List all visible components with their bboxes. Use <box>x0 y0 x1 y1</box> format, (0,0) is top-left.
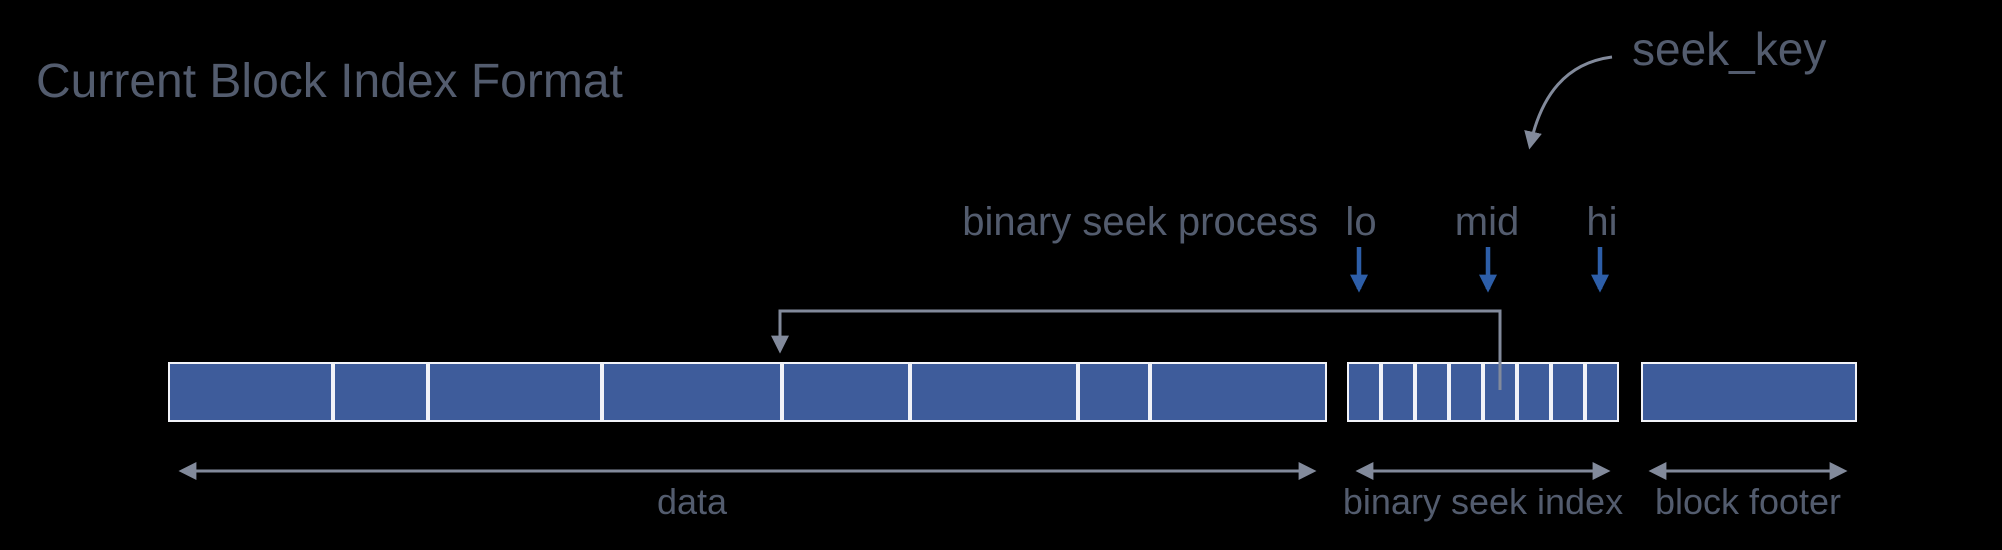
lo-pointer-label: lo <box>1345 200 1377 244</box>
binary-seek-process-label: binary seek process <box>962 200 1318 244</box>
hi-pointer-label: hi <box>1586 200 1618 244</box>
seek-key-curved-arrow <box>1524 55 1613 150</box>
seek-index-segment <box>1517 362 1551 422</box>
data-block-segment <box>168 362 333 422</box>
data-block-segment <box>428 362 602 422</box>
data-block-segment <box>333 362 428 422</box>
mid-pointer-label: mid <box>1454 200 1520 244</box>
seek-key-label: seek_key <box>1632 23 1827 75</box>
data-block-segment <box>602 362 782 422</box>
page-title: Current Block Index Format <box>36 55 623 108</box>
data-section-label: data <box>656 481 728 522</box>
seek-index-segment <box>1585 362 1619 422</box>
seek-index-segment <box>1551 362 1585 422</box>
block-footer-segment <box>1641 362 1857 422</box>
footer-bar <box>0 362 2002 422</box>
binary-seek-index-section-label: binary seek index <box>1342 481 1624 522</box>
block-footer-section-label: block footer <box>1654 481 1842 522</box>
